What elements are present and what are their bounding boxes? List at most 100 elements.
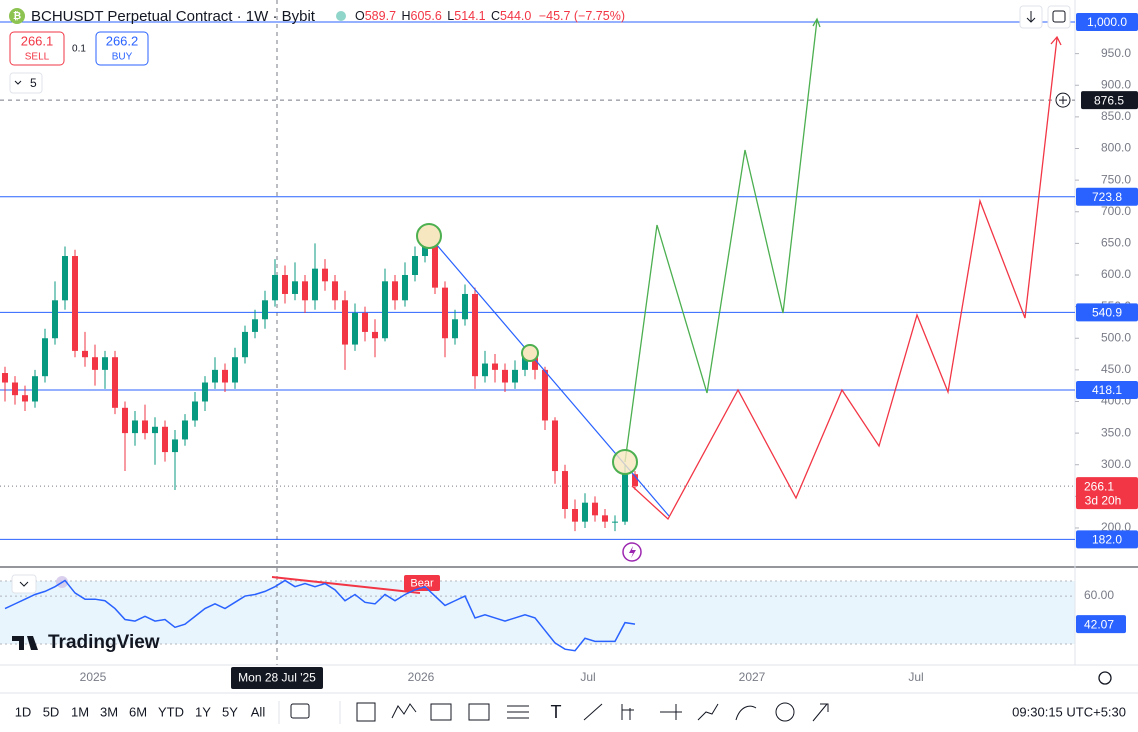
- text-tool[interactable]: T: [551, 702, 562, 722]
- level-label: 540.9: [1092, 306, 1122, 320]
- settings-icon[interactable]: [1098, 671, 1112, 685]
- symbol-icon: [9, 8, 25, 24]
- tool-icon[interactable]: [775, 702, 795, 722]
- range-button[interactable]: 3M: [100, 704, 118, 719]
- candle-body: [232, 357, 238, 383]
- candle-body: [312, 268, 318, 301]
- ohlc: O589.7 H605.6 L514.1 C544.0 −45.7 (−7.75…: [355, 9, 625, 23]
- tool-icon[interactable]: [430, 703, 452, 721]
- sell-button[interactable]: [9, 31, 65, 66]
- tool-icon[interactable]: [468, 703, 490, 721]
- rsi-band: [0, 581, 1075, 644]
- pane-collapse[interactable]: [11, 574, 37, 594]
- tool-icon[interactable]: [583, 703, 603, 721]
- symbol-icon-glyph: ₿: [13, 10, 21, 22]
- highlight-circle[interactable]: [612, 449, 638, 475]
- candle-body: [132, 420, 138, 434]
- crosshair-date-box: [231, 667, 323, 689]
- candle-body: [272, 274, 278, 301]
- x-tick-label: Jul: [580, 670, 595, 684]
- tool-icon[interactable]: [507, 705, 529, 719]
- y-tick-label: 850.0: [1101, 109, 1131, 123]
- ohlc-value: 589.7: [365, 9, 396, 23]
- arrow-head: [1050, 35, 1062, 46]
- tool-icon[interactable]: [812, 703, 829, 722]
- candle-body: [332, 281, 338, 301]
- candle-body: [432, 243, 438, 288]
- brand: TradingView: [12, 632, 160, 653]
- plus: [1059, 96, 1067, 105]
- buy-button[interactable]: [95, 31, 149, 66]
- candle-body: [292, 281, 298, 294]
- candle-body: [12, 382, 18, 396]
- tool-icon[interactable]: [356, 702, 376, 722]
- candle-body: [502, 369, 508, 383]
- candle-body: [632, 474, 638, 487]
- candle-body: [582, 502, 588, 522]
- tool-icon[interactable]: [735, 705, 757, 721]
- range-button[interactable]: 5Y: [222, 704, 238, 719]
- projection-green[interactable]: [624, 19, 818, 463]
- level-label-box: [1076, 187, 1138, 206]
- chevron: [19, 581, 29, 587]
- projection-red[interactable]: [631, 37, 1058, 521]
- last-price-label: 266.1: [1084, 479, 1114, 493]
- ohlc-change: −45.7 (−7.75%): [539, 9, 625, 23]
- market-status[interactable]: [336, 11, 346, 21]
- replay-icon[interactable]: [290, 703, 310, 719]
- candle-body: [352, 312, 358, 345]
- range-button[interactable]: 1D: [15, 704, 32, 719]
- candle-body: [222, 369, 228, 383]
- bear-label: Bear: [410, 577, 434, 589]
- candle-body: [142, 420, 148, 434]
- tool-icon[interactable]: [660, 704, 682, 720]
- candle-body: [322, 268, 328, 282]
- brand-name[interactable]: TradingView: [48, 632, 160, 653]
- tool-icon[interactable]: [621, 704, 634, 720]
- x-tick-label: 2025: [80, 670, 107, 684]
- x-tick-label: 2026: [408, 670, 435, 684]
- fullscreen-icon: [1052, 10, 1066, 23]
- clock[interactable]: 09:30:15 UTC+5:30: [1012, 704, 1126, 719]
- ohlc-value: 514.1: [454, 9, 485, 23]
- symbol-title[interactable]: BCHUSDT Perpetual Contract · 1W · Bybit: [31, 8, 316, 25]
- tool-icon[interactable]: [391, 703, 417, 719]
- candle-body: [442, 287, 448, 339]
- buy-price: 266.2: [106, 33, 139, 48]
- candle-body: [192, 401, 198, 421]
- y-tick-label: 950.0: [1101, 46, 1131, 60]
- range-button[interactable]: 6M: [129, 704, 147, 719]
- crosshair-label-box: [1081, 91, 1138, 110]
- level-label: 723.8: [1092, 190, 1122, 204]
- crosshair-label: 876.5: [1094, 93, 1124, 107]
- candle-body: [612, 521, 618, 523]
- candle-body: [72, 256, 78, 351]
- rsi-last-label: 42.07: [1084, 617, 1114, 631]
- range-button[interactable]: 1M: [71, 704, 89, 719]
- candle-body: [552, 420, 558, 472]
- x-tick-label: 2027: [739, 670, 766, 684]
- candle-body: [122, 407, 128, 434]
- y-tick-label: 900.0: [1101, 77, 1131, 91]
- fullscreen-button[interactable]: [1047, 5, 1071, 29]
- candle-body: [592, 502, 598, 516]
- range-button[interactable]: All: [251, 704, 266, 719]
- ohlc-value: 605.6: [411, 9, 442, 23]
- range-button[interactable]: 1Y: [195, 704, 211, 719]
- level-label-box: [1076, 303, 1138, 322]
- brand-logo: [12, 636, 38, 650]
- highlight-circle[interactable]: [416, 223, 442, 249]
- y-tick-label: 450.0: [1101, 362, 1131, 376]
- spread: 0.1: [72, 44, 86, 55]
- tool-icon[interactable]: [697, 703, 719, 721]
- candle-body: [572, 509, 578, 522]
- candle-body: [92, 357, 98, 370]
- indicators-toggle[interactable]: [9, 72, 43, 94]
- range-button[interactable]: YTD: [158, 704, 184, 719]
- bear-label-box: [404, 575, 440, 591]
- highlight-circle[interactable]: [521, 344, 539, 362]
- rsi-tick-label: 60.00: [1084, 588, 1114, 602]
- range-button[interactable]: 5D: [43, 704, 60, 719]
